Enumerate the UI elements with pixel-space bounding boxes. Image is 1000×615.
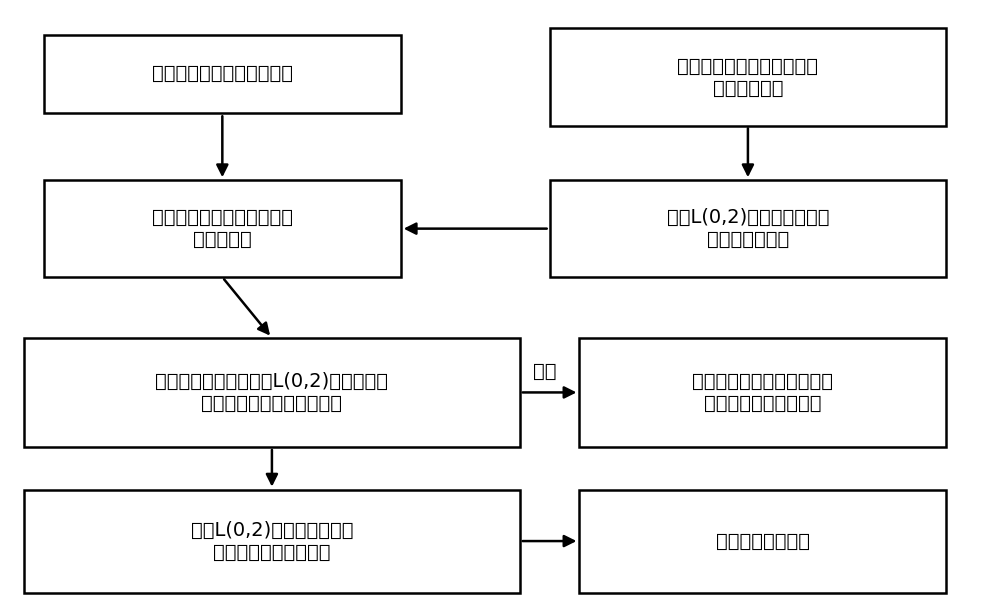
Text: 获取不同激励频率下的L(0,2)纵波在聚脲
防腐管道中传播的时程曲线: 获取不同激励频率下的L(0,2)纵波在聚脲 防腐管道中传播的时程曲线 bbox=[155, 372, 388, 413]
FancyBboxPatch shape bbox=[24, 490, 520, 593]
Text: 在仿真模型中分别加载不同
的激励频率: 在仿真模型中分别加载不同 的激励频率 bbox=[152, 208, 293, 249]
FancyBboxPatch shape bbox=[44, 34, 401, 113]
FancyBboxPatch shape bbox=[44, 180, 401, 277]
Text: 结合L(0,2)纵波在聚脲防腐
管道中衰减特性的分析: 结合L(0,2)纵波在聚脲防腐 管道中衰减特性的分析 bbox=[191, 520, 353, 561]
Text: 选取L(0,2)纵波在非频散段
对应的频率范围: 选取L(0,2)纵波在非频散段 对应的频率范围 bbox=[667, 208, 829, 249]
Text: 超声导波检测技术可以应用
于聚脲防腐管道的检测: 超声导波检测技术可以应用 于聚脲防腐管道的检测 bbox=[692, 372, 833, 413]
Text: 选取最佳激励频率: 选取最佳激励频率 bbox=[716, 531, 810, 550]
FancyBboxPatch shape bbox=[579, 490, 946, 593]
FancyBboxPatch shape bbox=[550, 180, 946, 277]
FancyBboxPatch shape bbox=[550, 28, 946, 125]
Text: 构建聚脲防腐管道仿真模型: 构建聚脲防腐管道仿真模型 bbox=[152, 65, 293, 84]
FancyBboxPatch shape bbox=[579, 338, 946, 447]
FancyBboxPatch shape bbox=[24, 338, 520, 447]
Text: 以聚脲防腐管道超声导波频
散曲线为依据: 以聚脲防腐管道超声导波频 散曲线为依据 bbox=[677, 57, 818, 97]
Text: 论证: 论证 bbox=[533, 362, 556, 381]
